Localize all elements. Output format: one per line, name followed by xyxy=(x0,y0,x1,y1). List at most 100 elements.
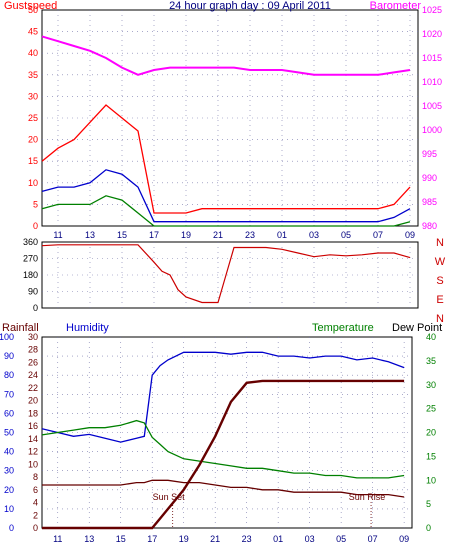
y-tick-label-right: 1005 xyxy=(422,101,442,111)
x-tick-label: 13 xyxy=(85,230,95,240)
x-tick-label: 09 xyxy=(399,534,409,544)
y-tick-label-temp: 25 xyxy=(426,404,436,414)
y-tick-label-rainfall: 70 xyxy=(4,389,14,399)
panel-2-series xyxy=(41,244,411,304)
panel-1-grid xyxy=(42,10,418,226)
panel-1-axes: 0510152025303540455098098599099510001005… xyxy=(28,5,442,240)
x-tick-label: 21 xyxy=(213,230,223,240)
compass-label-n: N xyxy=(436,237,444,249)
y-tick-label-rainfall: 80 xyxy=(4,370,14,380)
dew-point-label: Dew Point xyxy=(392,322,442,334)
y-tick-label-left: 20 xyxy=(28,135,38,145)
x-tick-label: 03 xyxy=(309,230,319,240)
chart-title: 24 hour graph day : 09 April 2011 xyxy=(169,0,331,12)
wind-direction-line xyxy=(41,244,411,304)
y-tick-label-rainfall: 100 xyxy=(0,332,14,342)
y-tick-label-mid: 6 xyxy=(33,485,38,495)
y-tick-label-rainfall: 90 xyxy=(4,351,14,361)
barometer-label: Barometer xyxy=(370,0,422,12)
barometer-line xyxy=(41,35,411,76)
y-tick-label-mid: 18 xyxy=(28,408,38,418)
y-tick-label-left: 30 xyxy=(28,91,38,101)
x-tick-label: 15 xyxy=(117,230,127,240)
temperature-label: Temperature xyxy=(312,322,374,334)
y-tick-label-mid: 22 xyxy=(28,383,38,393)
y-tick-label-rainfall: 50 xyxy=(4,428,14,438)
y-tick-label-rainfall: 10 xyxy=(4,504,14,514)
x-tick-label: 19 xyxy=(179,534,189,544)
panel-3-grid xyxy=(42,337,412,528)
y-tick-label-mid: 12 xyxy=(28,447,38,457)
sun-events: Sun Set Sun Rise xyxy=(153,492,385,528)
x-tick-label: 07 xyxy=(373,230,383,240)
y-tick-label-rainfall: 30 xyxy=(4,466,14,476)
y-tick-label-rainfall: 40 xyxy=(4,447,14,457)
y-tick-label-temp: 0 xyxy=(426,523,431,533)
x-tick-label: 11 xyxy=(53,534,62,544)
humidity-line xyxy=(41,351,405,443)
y-tick-label-left: 5 xyxy=(33,199,38,209)
y-tick-label-mid: 14 xyxy=(28,434,38,444)
x-tick-label: 05 xyxy=(336,534,346,544)
y-tick-label-right: 1000 xyxy=(422,125,442,135)
compass-label-w: W xyxy=(435,256,446,268)
y-tick-label-right: 980 xyxy=(422,221,437,231)
temperature-line xyxy=(41,419,405,479)
y-tick-label: 90 xyxy=(28,287,38,297)
rainfall-line xyxy=(42,379,405,530)
x-tick-label: 05 xyxy=(341,230,351,240)
y-tick-label-mid: 4 xyxy=(33,498,38,508)
compass-label-e: E xyxy=(436,294,443,306)
y-tick-label-left: 40 xyxy=(28,48,38,58)
y-tick-label-temp: 15 xyxy=(426,451,436,461)
y-tick-label-mid: 2 xyxy=(33,510,38,520)
y-tick-label-temp: 30 xyxy=(426,380,436,390)
y-tick-label-temp: 35 xyxy=(426,356,436,366)
y-tick-label-rainfall: 0 xyxy=(9,523,14,533)
gustspeed-label: Gustspeed xyxy=(4,0,57,12)
y-tick-label-mid: 20 xyxy=(28,396,38,406)
compass-label-n: N xyxy=(436,313,444,325)
x-tick-label: 01 xyxy=(277,230,287,240)
wind-series-line xyxy=(41,195,411,227)
gust-barometer-panel: 0510152025303540455098098599099510001005… xyxy=(4,0,442,240)
y-tick-label-right: 985 xyxy=(422,197,437,207)
y-tick-label-rainfall: 20 xyxy=(4,485,14,495)
x-tick-label: 21 xyxy=(210,534,220,544)
y-tick-label-left: 35 xyxy=(28,70,38,80)
x-tick-label: 23 xyxy=(245,230,255,240)
y-tick-label-right: 1020 xyxy=(422,29,442,39)
y-tick-label: 0 xyxy=(33,303,38,313)
y-tick-label-left: 45 xyxy=(28,27,38,37)
panel-3-series xyxy=(41,351,405,530)
y-tick-label-left: 25 xyxy=(28,113,38,123)
panel-3-axes: 0102030405060708090100024681012141618202… xyxy=(0,332,436,544)
panel-2-frame xyxy=(41,241,419,309)
rainfall-label: Rainfall xyxy=(2,322,39,334)
y-tick-label-temp: 20 xyxy=(426,428,436,438)
y-tick-label: 270 xyxy=(23,254,38,264)
y-tick-label-mid: 8 xyxy=(33,472,38,482)
y-tick-label-mid: 0 xyxy=(33,523,38,533)
x-tick-label: 01 xyxy=(273,534,283,544)
y-tick-label-temp: 40 xyxy=(426,332,436,342)
wind-series-line xyxy=(41,104,411,214)
y-tick-label-right: 1025 xyxy=(422,5,442,15)
y-tick-label-mid: 26 xyxy=(28,357,38,367)
y-tick-label-left: 10 xyxy=(28,178,38,188)
y-tick-label-temp: 5 xyxy=(426,499,431,509)
y-tick-label-right: 1015 xyxy=(422,53,442,63)
x-tick-label: 23 xyxy=(242,534,252,544)
y-tick-label-right: 995 xyxy=(422,149,437,159)
y-tick-label-mid: 28 xyxy=(28,345,38,355)
y-tick-label-left: 15 xyxy=(28,156,38,166)
compass-label-s: S xyxy=(436,275,443,287)
y-tick-label-left: 50 xyxy=(28,5,38,15)
y-tick-label-right: 1010 xyxy=(422,77,442,87)
wind-series-line xyxy=(41,169,411,223)
y-tick-label-mid: 30 xyxy=(28,332,38,342)
temp-humidity-panel: 0102030405060708090100024681012141618202… xyxy=(0,322,442,544)
x-tick-label: 17 xyxy=(147,534,157,544)
